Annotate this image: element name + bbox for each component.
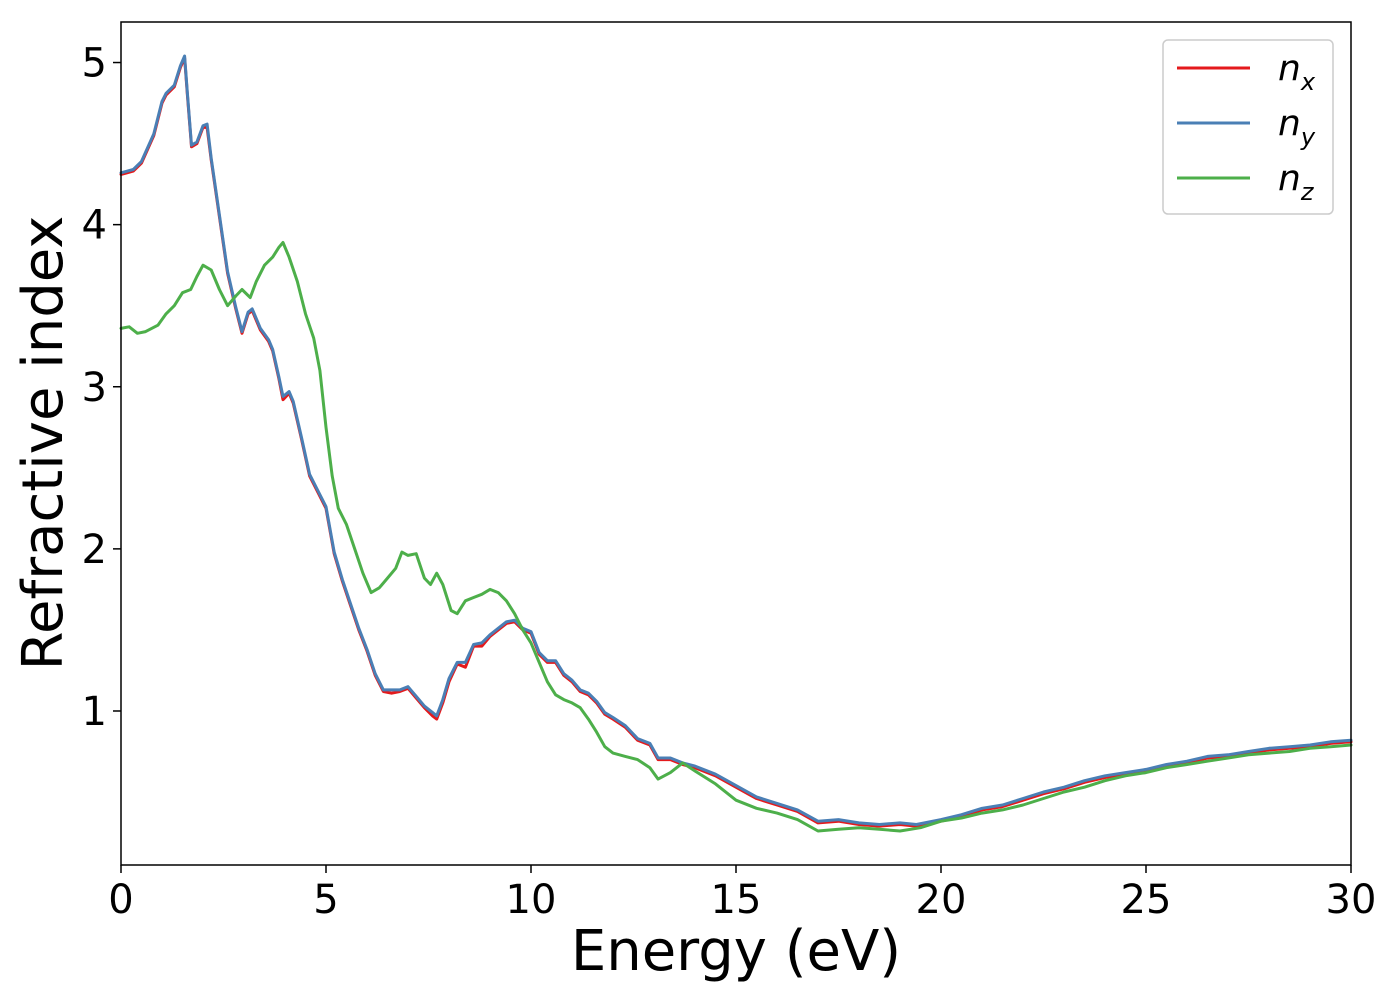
- y-tick-label: 2: [82, 527, 107, 573]
- series-layer: [119, 54, 1353, 833]
- y-axis-ticks: 1 2 3 4 5: [82, 41, 121, 735]
- legend-box: [1162, 39, 1334, 215]
- x-tick-label: 0: [108, 877, 133, 923]
- x-axis-ticks: 0 5 10 15 20 25 30: [108, 865, 1376, 923]
- plot-area: [121, 22, 1351, 865]
- x-tick-label: 5: [313, 877, 338, 923]
- x-tick-label: 25: [1121, 877, 1172, 923]
- y-tick-label: 5: [82, 41, 107, 87]
- x-tick-label: 15: [711, 877, 762, 923]
- x-tick-label: 10: [506, 877, 557, 923]
- y-tick-label: 3: [82, 365, 107, 411]
- series-line-z: [119, 241, 1353, 833]
- y-axis-label: Refractive index: [11, 216, 76, 671]
- y-tick-label: 1: [82, 689, 107, 735]
- x-axis-label: Energy (eV): [571, 919, 901, 984]
- x-tick-label: 20: [916, 877, 967, 923]
- x-tick-label: 30: [1326, 877, 1377, 923]
- series-line-y: [119, 54, 1353, 826]
- y-tick-label: 4: [82, 203, 107, 249]
